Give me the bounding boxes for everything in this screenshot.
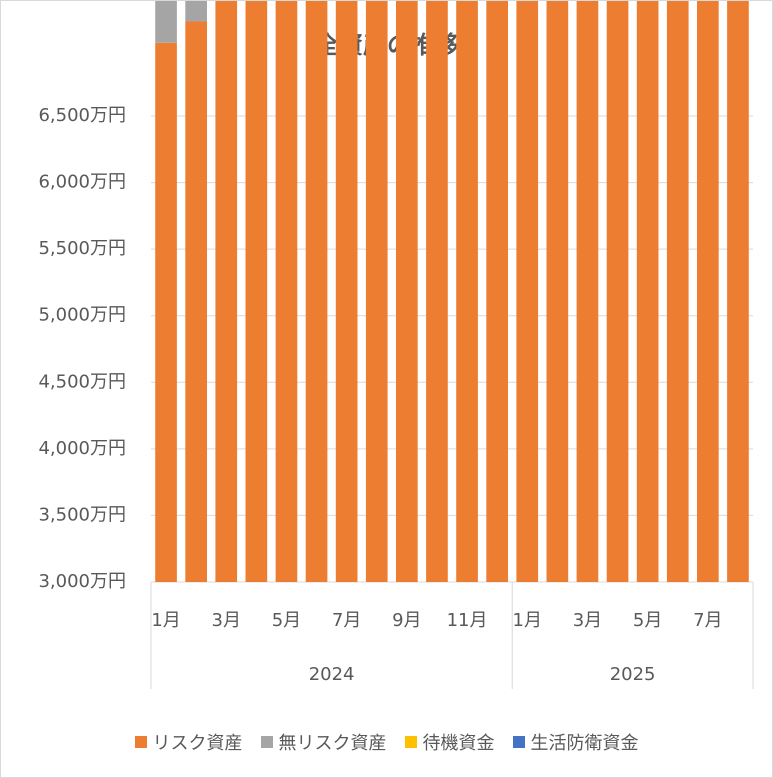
y-tick-label: 5,500万円	[38, 238, 126, 259]
group-label: 2025	[610, 664, 656, 685]
legend-swatch	[404, 736, 417, 748]
bar-segment	[516, 1, 539, 583]
bar-segment	[456, 1, 478, 583]
y-tick-label: 3,500万円	[38, 504, 126, 525]
legend-item: 待機資金	[404, 729, 495, 755]
legend-item: 生活防衛資金	[512, 729, 639, 755]
x-tick-label: 3月	[573, 610, 602, 631]
legend-swatch	[512, 736, 525, 748]
x-tick-label: 7月	[332, 610, 361, 631]
x-tick-label: 5月	[272, 610, 301, 631]
x-tick-label: 3月	[212, 610, 241, 631]
y-tick-label: 5,000万円	[38, 305, 126, 326]
legend-item: 無リスク資産	[260, 729, 387, 755]
bar-segment	[155, 42, 177, 583]
y-tick-label: 4,500万円	[38, 371, 126, 392]
bar-segment	[365, 1, 388, 582]
legend-label: リスク資産	[152, 733, 243, 754]
bar-segment	[215, 1, 238, 582]
bar-segment	[396, 1, 418, 583]
legend: リスク資産 無リスク資産 待機資金 生活防衛資金	[1, 729, 772, 755]
bar-segment	[486, 1, 508, 582]
bar-segment	[185, 1, 207, 22]
bar-segment	[305, 1, 328, 582]
bar-segment	[546, 1, 569, 582]
bar-segment	[666, 1, 689, 582]
bar-segment	[185, 21, 207, 583]
x-tick-label: 1月	[151, 610, 180, 631]
bar-segment	[606, 1, 629, 583]
group-label: 2024	[309, 664, 355, 685]
legend-item: リスク資産	[134, 729, 243, 755]
x-tick-label: 5月	[633, 610, 662, 631]
x-tick-label: 11月	[447, 610, 488, 631]
y-tick-label: 6,500万円	[38, 105, 126, 126]
legend-swatch	[260, 736, 273, 748]
bar-segment	[335, 1, 358, 583]
y-tick-label: 3,000万円	[38, 571, 126, 592]
bar-segment	[576, 1, 599, 582]
x-tick-label: 1月	[513, 610, 542, 631]
x-tick-label: 7月	[693, 610, 722, 631]
legend-swatch	[134, 736, 147, 748]
legend-label: 生活防衛資金	[530, 733, 639, 754]
bar-segment	[697, 1, 719, 583]
bar-segment	[275, 1, 298, 582]
bar-segment	[727, 1, 749, 582]
y-tick-label: 4,000万円	[38, 438, 126, 459]
x-tick-label: 9月	[392, 610, 421, 631]
bar-segment	[155, 1, 177, 43]
legend-label: 無リスク資産	[278, 733, 387, 754]
y-tick-label: 6,000万円	[38, 172, 126, 193]
bar-segment	[245, 1, 268, 583]
bar-segment	[636, 1, 659, 582]
bar-segment	[426, 1, 448, 582]
legend-label: 待機資金	[422, 733, 495, 754]
